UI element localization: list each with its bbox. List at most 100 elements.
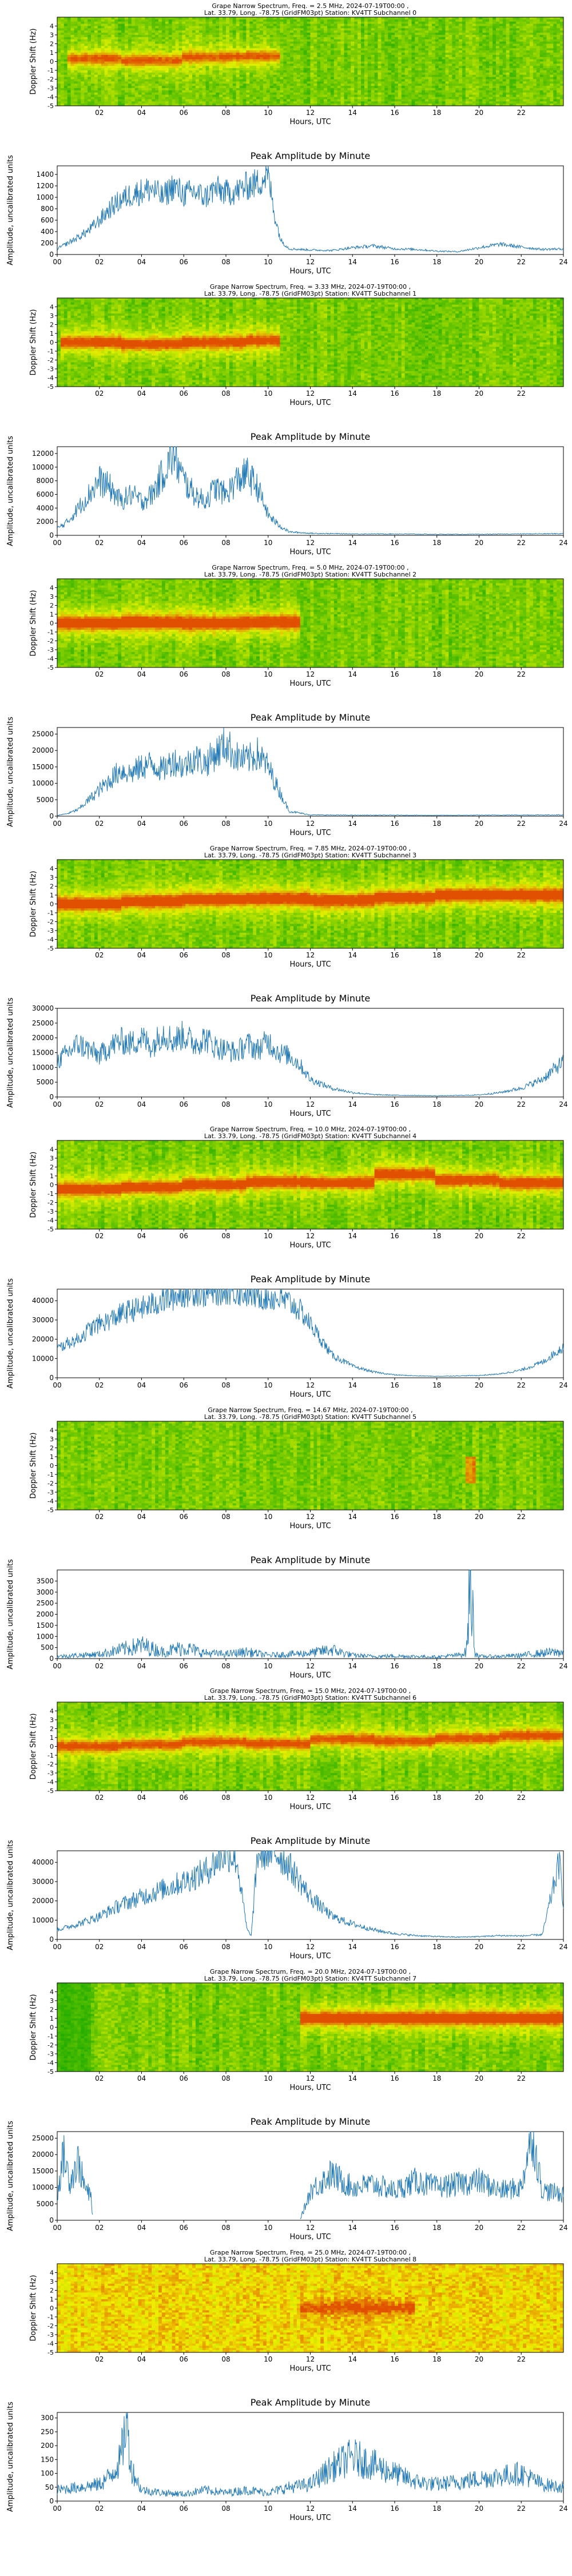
spectrogram-cell [145,63,148,66]
spectrogram-cell [178,75,182,77]
spectrogram-cell [91,99,94,101]
spectrogram-cell [125,55,128,57]
spectrogram-cell [74,68,78,70]
spectrogram-cell [111,50,114,53]
spectrogram-cell [61,77,64,79]
spectrogram-cell [155,97,158,100]
spectrogram-cell [111,86,114,88]
spectrogram-cell [98,68,101,70]
spectrogram-cell [138,59,142,62]
spectrogram-cell [158,88,162,90]
spectrogram-cell [185,81,189,84]
spectrogram-cell [148,46,152,48]
spectrogram-cell [132,84,135,86]
spectrogram-cell [121,75,125,77]
spectrogram-cell [105,59,108,62]
spectrogram-cell [81,93,84,95]
spectrogram-cell [165,37,169,39]
spectrogram-cell [88,59,91,62]
spectrogram-cell [169,17,172,19]
spectrogram-cell [61,84,64,86]
spectrogram-cell [108,99,112,101]
spectrogram-cell [121,101,125,104]
spectrogram-cell [132,55,135,57]
spectrogram-cell [98,97,101,100]
spectrogram-cell [74,70,78,73]
spectrogram-cell [192,26,196,29]
spectrogram-cell [98,70,101,73]
spectrogram-cell [176,22,179,24]
spectrogram-cell [178,88,182,90]
spectrogram-cell [158,30,162,33]
spectrogram-cell [81,35,84,37]
spectrogram-cell [142,101,145,104]
spectrogram-cell [172,81,176,84]
spectrogram-cell [138,48,142,50]
spectrogram-cell [182,68,185,70]
spectrogram-cell [138,33,142,35]
spectrogram-cell [105,37,108,39]
spectrogram-cell [125,59,128,62]
spectrogram-cell [57,88,61,90]
spectrogram-cell [192,24,196,26]
spectrogram-cell [145,84,148,86]
spectrogram-cell [71,93,74,95]
spectrogram-cell [172,77,176,79]
spectrogram-cell [94,24,98,26]
spectrogram-cell [172,22,176,24]
spectrogram-cell [142,57,145,59]
spectrogram-cell [135,59,138,62]
spectrogram-cell [114,79,118,82]
spectrogram-cell [148,48,152,50]
spectrogram-cell [84,48,88,50]
spectrogram-cell [94,68,98,70]
spectrogram-cell [152,44,155,46]
spectrogram-cell [74,77,78,79]
spectrogram-cell [88,37,91,39]
spectrogram-cell [105,70,108,73]
spectrogram-cell [57,63,61,66]
spectrogram-cell [67,95,71,97]
spectrogram-cell [77,19,81,22]
spectrogram-cell [101,88,105,90]
spectrogram-cell [169,53,172,55]
spectrogram-cell [91,73,94,75]
spectrogram-cell [132,22,135,24]
spectrogram-cell [125,77,128,79]
spectrogram-cell [128,37,132,39]
spectrogram-cell [105,99,108,101]
spectrogram-cell [64,79,67,82]
spectrogram-cell [176,70,179,73]
spectrogram-cell [71,75,74,77]
spectrogram-cell [125,50,128,53]
spectrogram-cell [101,93,105,95]
spectrogram-cell [108,63,112,66]
spectrogram-cell [155,81,158,84]
spectrogram-cell [176,44,179,46]
spectrogram-cell [182,95,185,97]
spectrogram-cell [57,62,61,64]
spectrogram-cell [176,77,179,79]
spectrogram-cell [64,17,67,19]
spectrogram-cell [138,57,142,59]
spectrogram-cell [158,97,162,100]
spectrogram-cell [94,88,98,90]
spectrogram-cell [142,42,145,44]
spectrogram-cell [178,50,182,53]
spectrogram-cell [67,17,71,19]
spectrogram-cell [128,70,132,73]
spectrogram-cell [84,22,88,24]
spectrogram-cell [132,57,135,59]
spectrogram-cell [148,75,152,77]
spectrogram-cell [142,55,145,57]
spectrogram-cell [84,42,88,44]
spectrogram-cell [125,97,128,100]
spectrogram-cell [121,97,125,100]
spectrogram-cell [121,55,125,57]
spectrogram-cell [169,90,172,93]
spectrogram-cell [111,73,114,75]
spectrogram-cell [178,46,182,48]
spectrogram-cell [88,28,91,30]
spectrogram-cell [158,73,162,75]
spectrogram-cell [145,93,148,95]
